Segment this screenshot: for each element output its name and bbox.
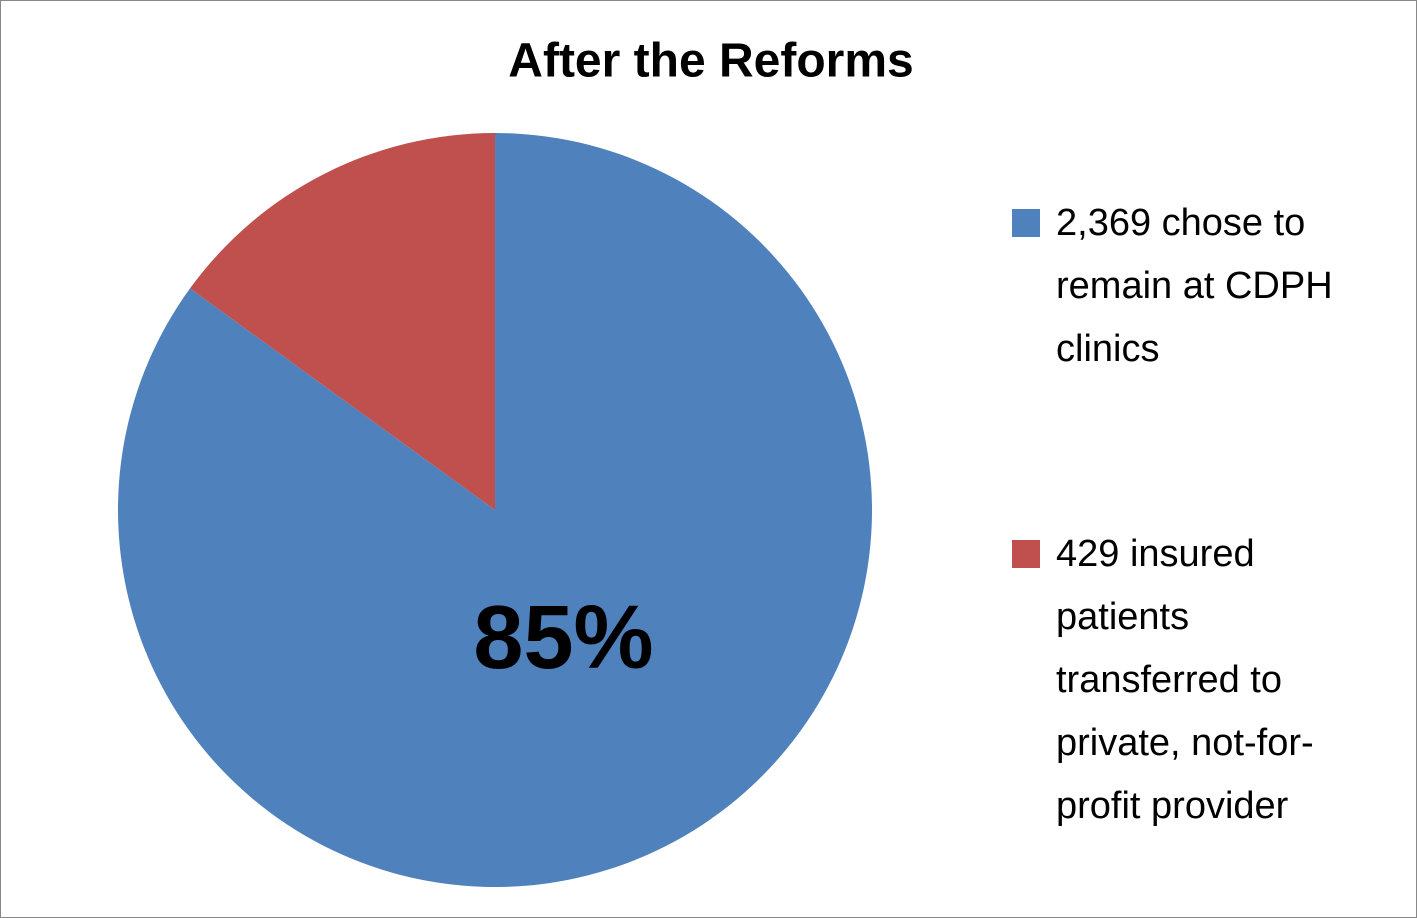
legend-item: 429 insured patients transferred to priv… [1012,523,1382,838]
chart-title: After the Reforms [508,35,913,88]
legend-swatch [1012,209,1040,237]
legend-item: 2,369 chose to remain at CDPH clinics [1012,192,1382,381]
legend-label: 429 insured patients transferred to priv… [1056,533,1314,827]
data-label: 85% [473,588,653,688]
legend-swatch [1012,540,1040,568]
pie-slice [117,133,872,887]
pie-slice [190,132,495,510]
legend-label: 2,369 chose to remain at CDPH clinics [1056,202,1333,370]
